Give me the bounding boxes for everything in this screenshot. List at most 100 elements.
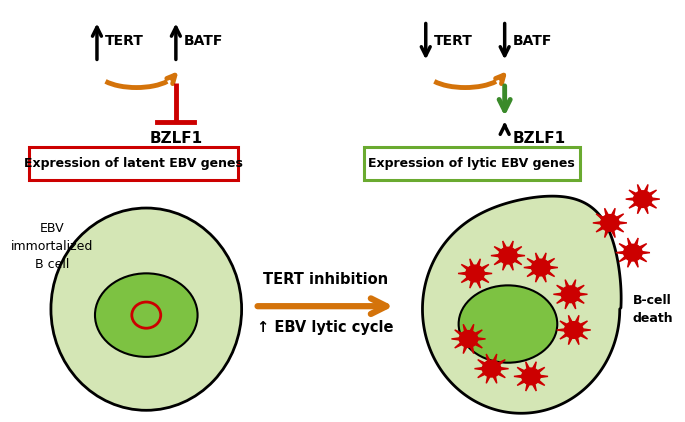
Polygon shape xyxy=(537,375,548,378)
Polygon shape xyxy=(614,225,623,232)
Polygon shape xyxy=(461,276,471,282)
Polygon shape xyxy=(649,197,660,200)
Polygon shape xyxy=(527,270,537,276)
Circle shape xyxy=(532,259,550,276)
Polygon shape xyxy=(463,324,468,334)
Polygon shape xyxy=(575,296,584,303)
Polygon shape xyxy=(560,321,570,328)
Polygon shape xyxy=(557,285,566,292)
Polygon shape xyxy=(475,338,486,341)
Polygon shape xyxy=(545,258,555,265)
Polygon shape xyxy=(627,257,632,267)
Polygon shape xyxy=(512,246,522,254)
Polygon shape xyxy=(547,266,558,269)
Polygon shape xyxy=(643,204,648,214)
Polygon shape xyxy=(532,362,536,371)
Text: BZLF1: BZLF1 xyxy=(512,131,566,146)
Polygon shape xyxy=(545,270,555,276)
Polygon shape xyxy=(575,285,584,292)
Polygon shape xyxy=(637,255,647,262)
Polygon shape xyxy=(458,272,469,275)
Ellipse shape xyxy=(459,285,558,362)
Polygon shape xyxy=(577,293,588,296)
Polygon shape xyxy=(571,280,575,289)
Circle shape xyxy=(601,214,619,231)
Text: B-cell
death: B-cell death xyxy=(632,294,673,325)
Polygon shape xyxy=(605,208,610,218)
Polygon shape xyxy=(494,258,504,265)
Polygon shape xyxy=(461,265,471,271)
Polygon shape xyxy=(643,184,648,194)
Polygon shape xyxy=(532,381,536,391)
Polygon shape xyxy=(492,354,497,364)
Polygon shape xyxy=(496,360,506,366)
Polygon shape xyxy=(508,241,513,251)
Ellipse shape xyxy=(51,208,242,410)
Text: TERT inhibition: TERT inhibition xyxy=(263,272,388,287)
Polygon shape xyxy=(498,367,508,370)
Text: BATF: BATF xyxy=(184,35,223,49)
Ellipse shape xyxy=(95,273,197,357)
Polygon shape xyxy=(517,367,527,374)
Circle shape xyxy=(482,360,501,377)
Polygon shape xyxy=(517,379,527,385)
Circle shape xyxy=(466,265,484,282)
Polygon shape xyxy=(619,243,629,251)
Polygon shape xyxy=(469,324,474,334)
Circle shape xyxy=(624,244,642,261)
Polygon shape xyxy=(470,279,475,288)
Polygon shape xyxy=(475,367,485,370)
Polygon shape xyxy=(557,329,567,331)
Circle shape xyxy=(561,286,580,303)
Circle shape xyxy=(499,247,517,264)
Polygon shape xyxy=(491,254,501,257)
Polygon shape xyxy=(525,362,531,371)
Polygon shape xyxy=(475,259,480,268)
Polygon shape xyxy=(629,190,638,197)
Text: BATF: BATF xyxy=(512,35,552,49)
Polygon shape xyxy=(634,257,638,267)
Polygon shape xyxy=(475,279,480,288)
Polygon shape xyxy=(469,344,474,354)
Polygon shape xyxy=(593,222,603,225)
Polygon shape xyxy=(479,276,489,282)
Polygon shape xyxy=(527,258,537,265)
Polygon shape xyxy=(524,266,534,269)
Polygon shape xyxy=(503,260,508,270)
Polygon shape xyxy=(565,280,570,289)
Polygon shape xyxy=(514,375,525,378)
FancyBboxPatch shape xyxy=(364,147,580,180)
Polygon shape xyxy=(627,238,632,248)
Text: Expression of lytic EBV genes: Expression of lytic EBV genes xyxy=(369,157,575,170)
Polygon shape xyxy=(541,273,546,282)
Polygon shape xyxy=(553,293,564,296)
Polygon shape xyxy=(629,201,638,208)
Circle shape xyxy=(564,322,583,338)
Polygon shape xyxy=(536,273,540,282)
Polygon shape xyxy=(508,260,513,270)
Polygon shape xyxy=(482,272,492,275)
Polygon shape xyxy=(512,258,522,265)
Polygon shape xyxy=(541,253,546,262)
Text: TERT: TERT xyxy=(105,35,144,49)
Polygon shape xyxy=(616,222,627,225)
Polygon shape xyxy=(492,373,497,383)
Polygon shape xyxy=(560,332,570,339)
Polygon shape xyxy=(535,367,545,374)
Circle shape xyxy=(522,368,540,385)
Polygon shape xyxy=(638,184,643,194)
Polygon shape xyxy=(503,241,508,251)
Polygon shape xyxy=(638,204,643,214)
Polygon shape xyxy=(477,371,488,378)
Polygon shape xyxy=(610,208,615,218)
Polygon shape xyxy=(578,321,588,328)
Polygon shape xyxy=(470,259,475,268)
Polygon shape xyxy=(473,330,482,337)
Polygon shape xyxy=(574,315,579,325)
Polygon shape xyxy=(463,344,468,354)
Polygon shape xyxy=(455,341,464,348)
Polygon shape xyxy=(614,214,623,221)
Polygon shape xyxy=(647,190,656,197)
Polygon shape xyxy=(616,251,627,254)
Polygon shape xyxy=(569,335,573,345)
